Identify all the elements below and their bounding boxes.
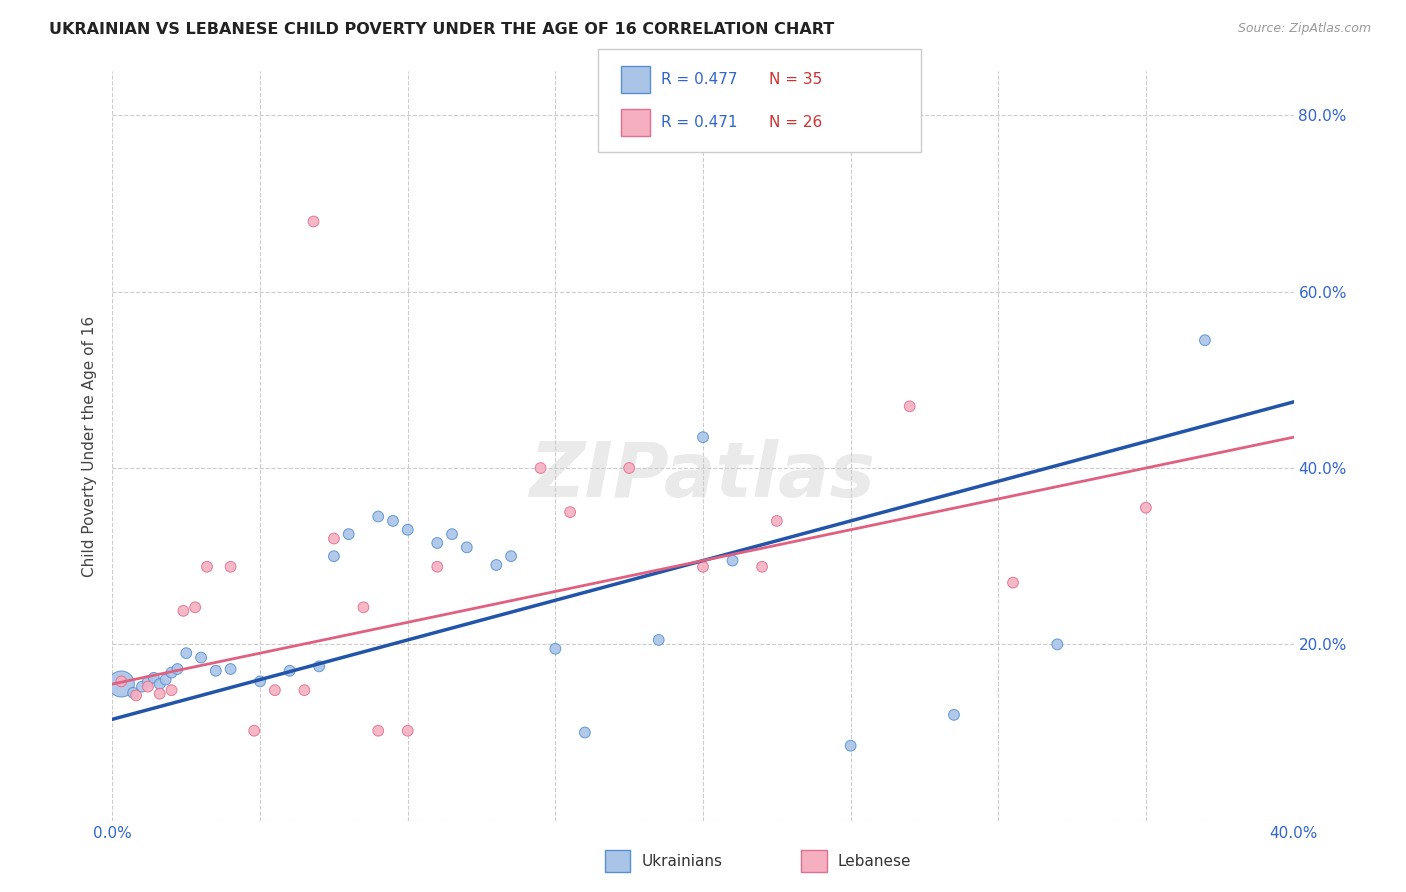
Point bbox=[110, 677, 132, 691]
Point bbox=[149, 687, 172, 701]
Point bbox=[751, 559, 773, 574]
Point bbox=[249, 674, 271, 689]
Point bbox=[692, 559, 714, 574]
Point bbox=[308, 659, 330, 673]
Point bbox=[219, 559, 242, 574]
Point bbox=[619, 461, 641, 475]
Point bbox=[456, 541, 478, 555]
Point bbox=[278, 664, 301, 678]
Point bbox=[292, 683, 315, 698]
Point bbox=[136, 680, 159, 694]
Text: Lebanese: Lebanese bbox=[838, 854, 911, 869]
Point bbox=[426, 559, 449, 574]
Point bbox=[160, 683, 183, 698]
Text: Ukrainians: Ukrainians bbox=[641, 854, 723, 869]
Point bbox=[243, 723, 266, 738]
Point bbox=[396, 523, 419, 537]
Point bbox=[367, 723, 389, 738]
Point bbox=[942, 707, 965, 722]
Point bbox=[110, 674, 132, 689]
Point bbox=[125, 689, 148, 703]
Point bbox=[323, 532, 346, 546]
Point bbox=[529, 461, 551, 475]
Point bbox=[574, 725, 596, 739]
Point bbox=[558, 505, 582, 519]
Point bbox=[302, 214, 325, 228]
Point bbox=[1046, 637, 1069, 651]
Point bbox=[396, 723, 419, 738]
Point bbox=[721, 553, 744, 567]
Point bbox=[219, 662, 242, 676]
Point bbox=[190, 650, 212, 665]
Point bbox=[352, 600, 374, 615]
Point bbox=[441, 527, 464, 541]
Point bbox=[426, 536, 449, 550]
Point bbox=[1135, 500, 1157, 515]
Point bbox=[184, 600, 207, 615]
Point bbox=[172, 604, 194, 618]
Point bbox=[1001, 575, 1024, 590]
Point bbox=[501, 549, 523, 564]
Point bbox=[136, 674, 159, 689]
Text: ZIPatlas: ZIPatlas bbox=[530, 439, 876, 513]
Point bbox=[174, 646, 197, 660]
Point bbox=[155, 673, 177, 687]
Point bbox=[195, 559, 218, 574]
Point bbox=[485, 558, 508, 572]
Point bbox=[898, 400, 921, 414]
Point bbox=[166, 662, 188, 676]
Point bbox=[205, 664, 228, 678]
Point bbox=[122, 686, 145, 700]
Text: Source: ZipAtlas.com: Source: ZipAtlas.com bbox=[1237, 22, 1371, 36]
Text: R = 0.471: R = 0.471 bbox=[661, 115, 737, 130]
Point bbox=[766, 514, 789, 528]
Point bbox=[839, 739, 862, 753]
Point bbox=[692, 430, 714, 444]
Point bbox=[367, 509, 389, 524]
Text: N = 35: N = 35 bbox=[769, 72, 823, 87]
Point bbox=[160, 665, 183, 680]
Point bbox=[149, 677, 172, 691]
Point bbox=[544, 641, 567, 656]
Y-axis label: Child Poverty Under the Age of 16: Child Poverty Under the Age of 16 bbox=[82, 316, 97, 576]
Point bbox=[264, 683, 287, 698]
Text: N = 26: N = 26 bbox=[769, 115, 823, 130]
Text: UKRAINIAN VS LEBANESE CHILD POVERTY UNDER THE AGE OF 16 CORRELATION CHART: UKRAINIAN VS LEBANESE CHILD POVERTY UNDE… bbox=[49, 22, 834, 37]
Point bbox=[647, 632, 671, 647]
Point bbox=[142, 671, 165, 685]
Point bbox=[382, 514, 405, 528]
Point bbox=[1194, 333, 1216, 347]
Text: R = 0.477: R = 0.477 bbox=[661, 72, 737, 87]
Point bbox=[131, 680, 153, 694]
Point bbox=[337, 527, 360, 541]
Point bbox=[323, 549, 346, 564]
